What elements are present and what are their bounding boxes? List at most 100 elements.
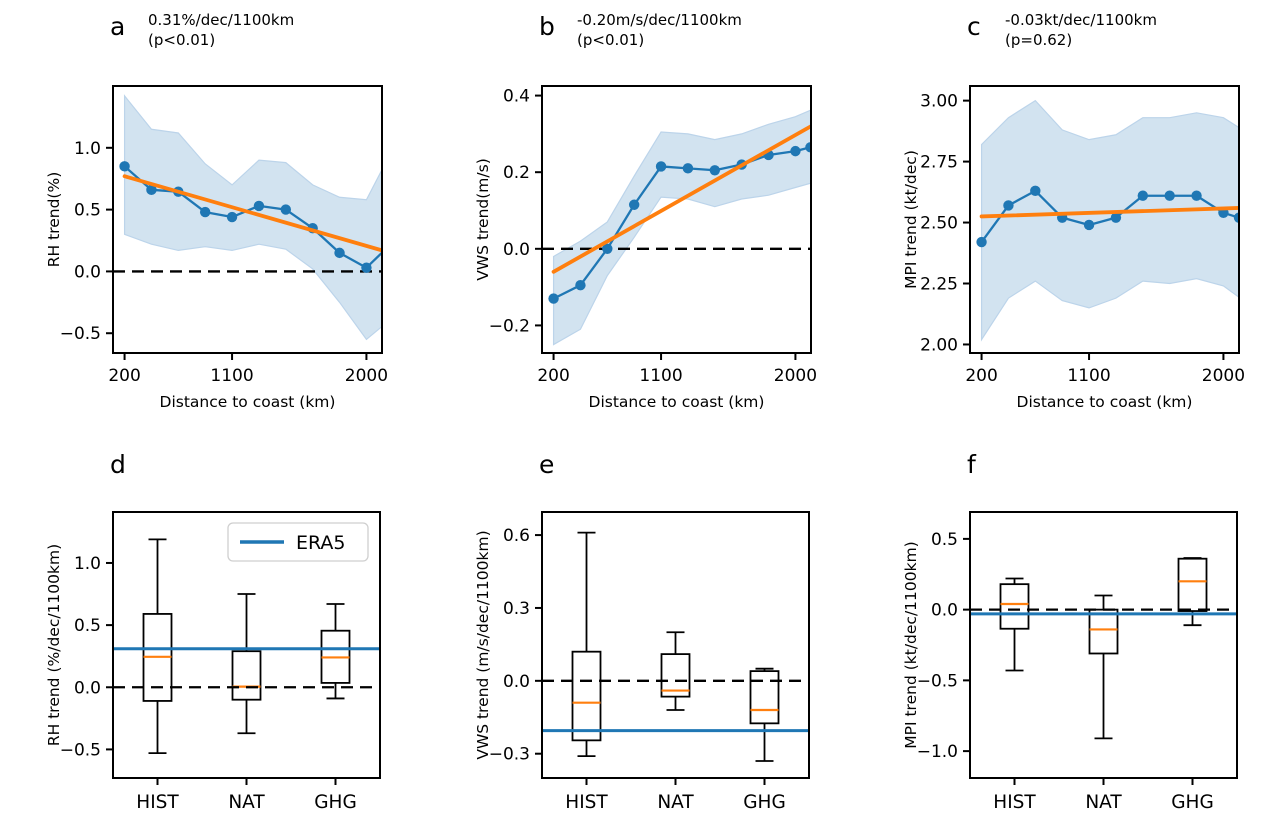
boxplots (142, 538, 351, 755)
series-marker (280, 204, 292, 215)
y-tick-label: 2.75 (920, 153, 958, 173)
panel-d-plot: −0.5 0.0 0.5 1.0 HIST NAT GHG RH trend (%/dec/1… (45, 511, 381, 813)
boxplot-hist (571, 531, 602, 758)
x-tick-label: 200 (537, 366, 569, 386)
panel-d-letter: d (110, 450, 126, 479)
y-axis: 2.00 2.25 2.50 2.75 3.00 (920, 92, 970, 355)
y-tick-label: 0.3 (503, 599, 530, 619)
y-tick-label: 2.00 (920, 335, 958, 355)
panel-b-annotation-line2: (p<0.01) (577, 31, 645, 49)
y-axis-label: MPI trend (kt/dec) (902, 150, 920, 289)
y-tick-label: −0.5 (60, 740, 101, 760)
series-marker (361, 262, 372, 273)
y-tick-label: 0.5 (74, 201, 101, 221)
plot-area (542, 109, 811, 346)
boxplot-nat (660, 631, 691, 711)
x-axis: HIST NAT GHG (565, 778, 786, 813)
series-marker (1233, 212, 1239, 223)
box (571, 650, 602, 742)
box (231, 650, 262, 701)
y-tick-label: 0.0 (931, 601, 958, 621)
y-tick-label: −0.2 (489, 316, 530, 336)
legend: ERA5 (227, 522, 369, 562)
panel-b-annotation-line1: -0.20m/s/dec/1100km (577, 11, 742, 29)
x-category-label: HIST (136, 792, 179, 813)
panel-a-annotation-line1: 0.31%/dec/1100km (148, 11, 295, 29)
series-marker (1030, 185, 1041, 197)
series-marker (575, 279, 586, 291)
x-category-label: NAT (228, 792, 265, 813)
panel-b-annotation: -0.20m/s/dec/1100km (p<0.01) (577, 10, 742, 50)
x-axis-label: Distance to coast (km) (160, 393, 336, 411)
y-tick-label: −0.5 (60, 324, 101, 344)
series-marker (655, 161, 667, 172)
series-marker (119, 161, 130, 172)
y-tick-label: −0.5 (917, 671, 958, 691)
confidence-band (123, 94, 382, 341)
panel-c-annotation: -0.03kt/dec/1100km (p=0.62) (1005, 10, 1157, 50)
series-marker (682, 163, 694, 174)
x-axis: 200 1100 2000 (537, 353, 817, 386)
y-tick-label: 0.2 (503, 163, 530, 183)
x-category-label: GHG (314, 792, 357, 813)
y-axis: −1.0 −0.5 0.0 0.5 (917, 530, 970, 762)
x-category-label: HIST (565, 792, 608, 813)
series-marker (199, 206, 211, 218)
series-marker (976, 236, 987, 248)
series-marker (602, 243, 613, 255)
series-marker (548, 293, 559, 304)
plot-area (113, 94, 398, 341)
y-axis: −0.2 0.0 0.2 0.4 (489, 87, 542, 336)
panel-b-plot: −0.2 0.0 0.2 0.4 200 1100 2000 Distance to coas… (474, 85, 817, 411)
trend-line (979, 206, 1239, 219)
x-category-label: GHG (1171, 792, 1214, 813)
x-tick-label: 200 (965, 366, 997, 386)
y-axis: −0.5 0.0 0.5 1.0 (60, 139, 113, 344)
series-marker (253, 200, 265, 212)
y-tick-label: 2.25 (920, 275, 958, 295)
y-axis-label: VWS trend(m/s) (474, 158, 492, 281)
x-axis-label: Distance to coast (km) (1017, 393, 1193, 411)
y-axis-label: RH trend (%/dec/1100km) (45, 544, 63, 746)
series-marker (1191, 190, 1202, 201)
series-marker (790, 145, 801, 157)
series-marker (1083, 219, 1095, 231)
x-tick-label: 1100 (639, 366, 682, 386)
series-marker (709, 165, 721, 176)
x-tick-label: 1100 (210, 366, 253, 386)
box (999, 583, 1030, 630)
y-axis: −0.5 0.0 0.5 1.0 (60, 554, 113, 760)
series-marker (1164, 190, 1175, 201)
y-tick-label: 0.5 (931, 530, 958, 550)
axes-frame (541, 85, 812, 354)
series-marker (1003, 200, 1014, 211)
series-marker (334, 247, 345, 259)
y-tick-label: −0.3 (489, 745, 530, 765)
panel-c-plot: 2.00 2.25 2.50 2.75 3.00 200 1100 2000 Distance … (902, 85, 1245, 411)
boxplot-ghg (749, 667, 780, 762)
legend-era5-label: ERA5 (296, 532, 346, 554)
series-marker (226, 211, 238, 223)
y-tick-label: 3.00 (920, 92, 958, 112)
y-tick-label: 0.4 (503, 87, 530, 107)
panel-f-letter: f (967, 450, 976, 479)
series-marker (628, 199, 640, 210)
boxplot-ghg (320, 603, 351, 700)
x-category-label: NAT (1085, 792, 1122, 813)
legend-box (227, 522, 369, 562)
panel-a-annotation: 0.31%/dec/1100km (p<0.01) (148, 10, 294, 50)
boxplot-hist (999, 577, 1030, 672)
series-marker (388, 237, 398, 247)
x-tick-label: 200 (108, 366, 140, 386)
y-tick-label: 0.0 (74, 678, 101, 698)
x-category-label: NAT (657, 792, 694, 813)
y-axis-label: VWS trend (m/s/dec/1100km) (474, 530, 492, 759)
panel-b-letter: b (539, 12, 555, 41)
panel-a-letter: a (110, 12, 126, 41)
y-tick-label: 0.0 (503, 672, 530, 692)
y-tick-label: 0.5 (74, 616, 101, 636)
y-tick-label: 1.0 (74, 554, 101, 574)
boxplots (999, 557, 1208, 740)
y-tick-label: 0.0 (503, 240, 530, 260)
